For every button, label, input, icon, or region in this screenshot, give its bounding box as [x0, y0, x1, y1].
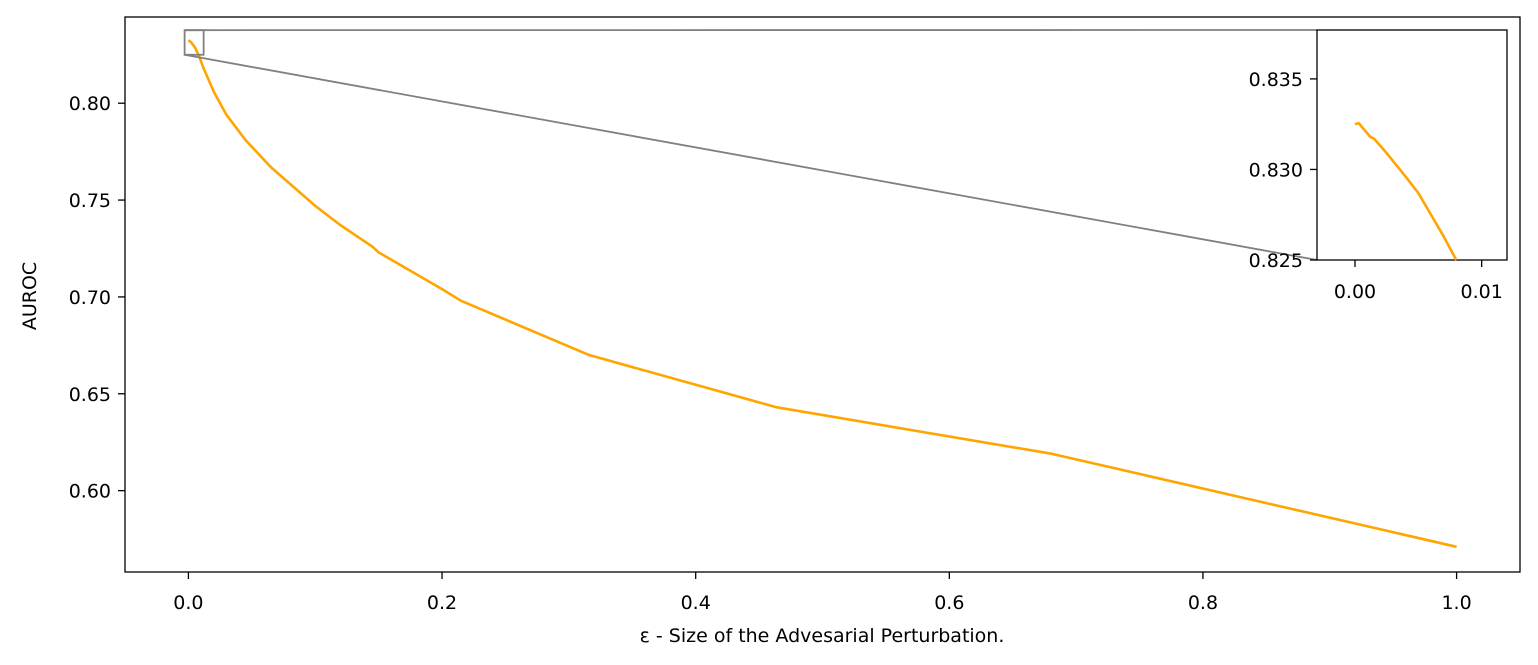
zoom-connector-bottom	[184, 53, 1318, 261]
inset-plot-frame	[1316, 29, 1508, 261]
main-plot: 0.0 0.2 0.4 0.6 0.8 1.0 0.60 0.65 0.70 0.75 0.80	[69, 16, 1521, 614]
y-axis-title: AUROC	[19, 262, 41, 330]
y-tick-label: 0.65	[69, 384, 111, 406]
x-tick-label: 0.8	[1188, 592, 1218, 614]
inset-y-ticks: 0.825 0.830 0.835	[1249, 69, 1317, 272]
y-tick-label: 0.60	[69, 481, 111, 503]
x-tick-label: 0.2	[427, 592, 457, 614]
inset-plot: 0.00 0.01 0.825 0.830 0.835	[1249, 29, 1508, 303]
y-tick-label: 0.80	[69, 93, 111, 115]
x-axis-title: ε - Size of the Advesarial Perturbation.	[640, 625, 1005, 647]
main-y-ticks: 0.60 0.65 0.70 0.75 0.80	[69, 93, 125, 503]
inset-y-tick-label: 0.835	[1249, 69, 1303, 91]
x-tick-label: 0.4	[681, 592, 711, 614]
zoom-indicator	[183, 29, 1318, 261]
zoom-box	[183, 29, 205, 56]
inset-y-tick-label: 0.825	[1249, 250, 1303, 272]
x-tick-label: 1.0	[1441, 592, 1471, 614]
main-plot-frame	[124, 16, 1521, 573]
inset-series-line	[1354, 121, 1458, 261]
y-tick-label: 0.70	[69, 287, 111, 309]
main-series-line	[187, 39, 1457, 549]
inset-x-tick-label: 0.00	[1334, 281, 1376, 303]
x-tick-label: 0.6	[934, 592, 964, 614]
inset-x-tick-label: 0.01	[1461, 281, 1503, 303]
inset-y-tick-label: 0.830	[1249, 159, 1303, 181]
main-x-ticks: 0.0 0.2 0.4 0.6 0.8 1.0	[173, 572, 1472, 614]
y-tick-label: 0.75	[69, 190, 111, 212]
x-tick-label: 0.0	[173, 592, 203, 614]
inset-x-ticks: 0.00 0.01	[1334, 260, 1503, 303]
